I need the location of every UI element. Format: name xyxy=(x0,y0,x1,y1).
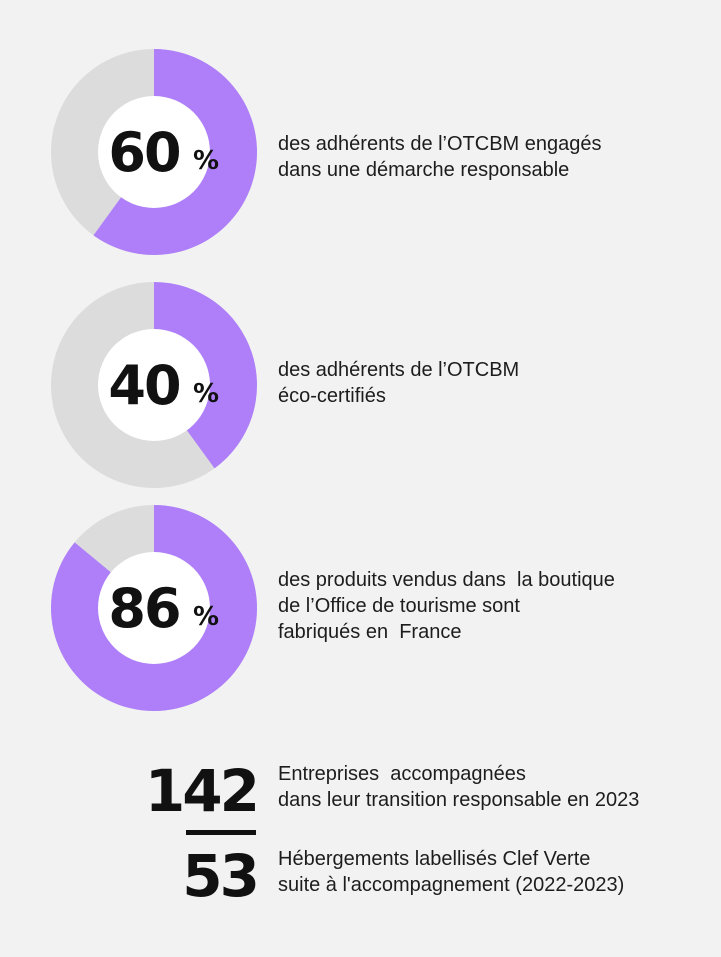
donut-unit-label: % xyxy=(193,379,219,409)
donut-chart-3: 86 % xyxy=(51,505,258,711)
donut-value-label: 86 xyxy=(108,577,179,640)
stat-text-accommodations: Hébergements labellisés Clef Verte suite… xyxy=(278,846,708,898)
stat-text-line: suite à l'accompagnement (2022-2023) xyxy=(278,874,625,896)
donut-row-2: 40 % xyxy=(0,282,721,492)
description-line: éco-certifiés xyxy=(278,385,386,407)
stat-text-line: dans leur transition responsable en 2023 xyxy=(278,789,640,811)
stat-number-accommodations: 53 xyxy=(182,842,260,910)
description-line: des adhérents de l’OTCBM xyxy=(278,359,520,381)
donut-description-2: des adhérents de l’OTCBM éco-certifiés xyxy=(278,357,698,409)
donut-row-1: 60 % xyxy=(0,49,721,259)
donut-unit-label: % xyxy=(193,146,219,176)
stat-text-line: Entreprises accompagnées xyxy=(278,763,526,785)
stat-text-line: Hébergements labellisés Clef Verte xyxy=(278,848,591,870)
stat-number-companies: 142 xyxy=(144,757,260,825)
donut-value-label: 60 xyxy=(108,121,179,184)
donut-description-3: des produits vendus dans la boutique de … xyxy=(278,567,698,645)
donut-chart-2: 40 % xyxy=(51,282,257,488)
description-line: de l’Office de tourisme sont xyxy=(278,595,520,617)
donut-description-1: des adhérents de l’OTCBM engagés dans un… xyxy=(278,131,698,183)
donut-value-label: 40 xyxy=(108,354,179,417)
description-line: des adhérents de l’OTCBM engagés xyxy=(278,133,602,155)
donut-center xyxy=(98,96,210,208)
donut-center xyxy=(98,329,210,441)
donut-chart-1: 60 % xyxy=(51,49,258,256)
donut-unit-label: % xyxy=(193,602,219,632)
description-line: fabriqués en France xyxy=(278,621,462,643)
stat-text-companies: Entreprises accompagnées dans leur trans… xyxy=(278,761,708,813)
stat-divider xyxy=(186,830,256,835)
donut-row-3: 86 % xyxy=(0,505,721,715)
donut-center xyxy=(98,552,210,664)
description-line: des produits vendus dans la boutique xyxy=(278,569,615,591)
description-line: dans une démarche responsable xyxy=(278,159,570,181)
